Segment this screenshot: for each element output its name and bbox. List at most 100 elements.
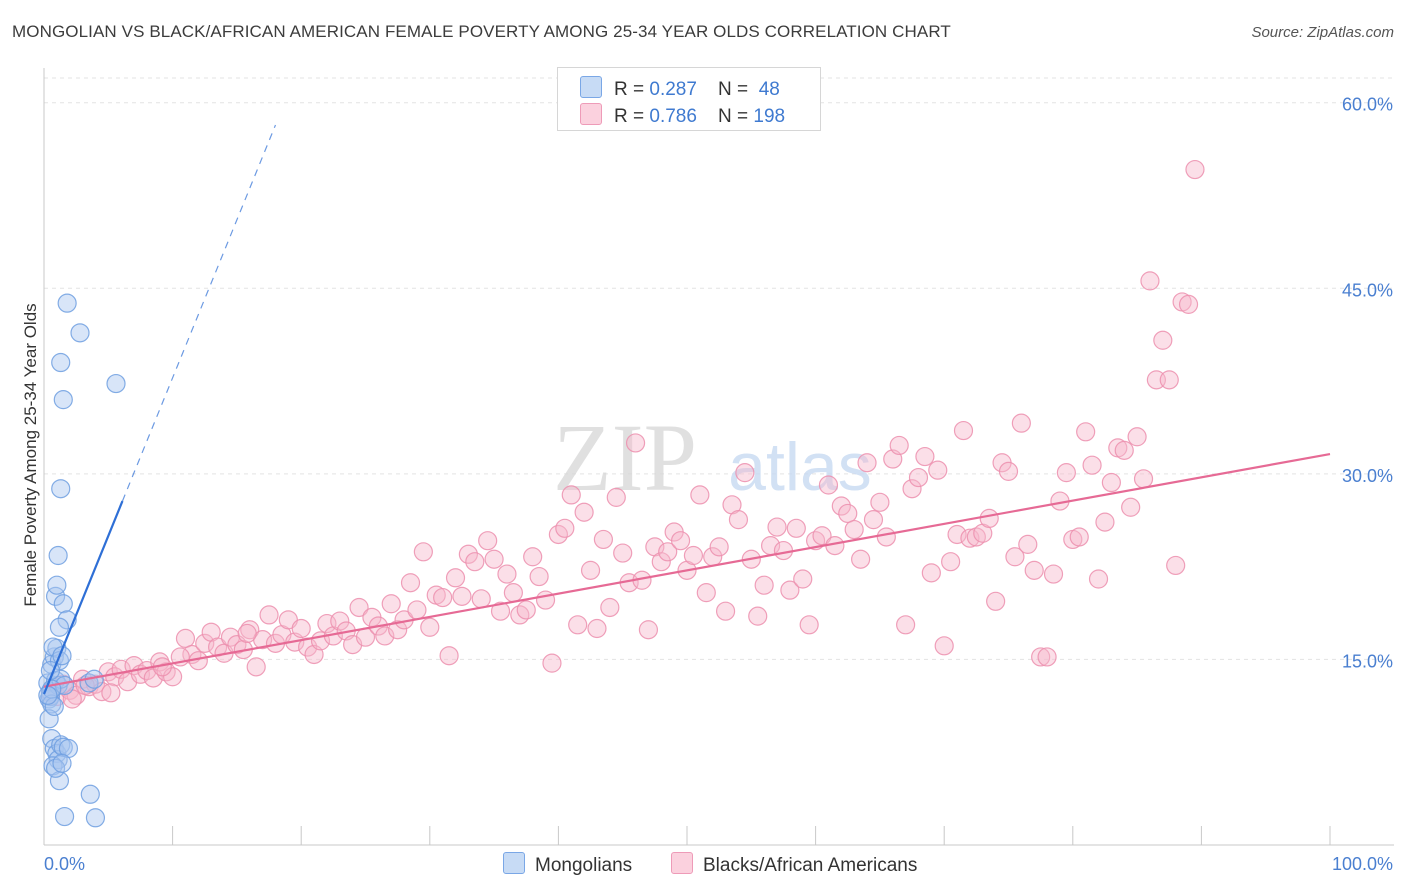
axes — [43, 68, 1394, 846]
point-blacks — [407, 600, 427, 620]
point-blacks — [921, 563, 941, 583]
point-blacks — [1114, 440, 1134, 460]
point-blacks — [1037, 647, 1057, 667]
point-blacks — [259, 605, 279, 625]
bottom-legend-label: Mongolians — [535, 855, 633, 876]
point-blacks — [831, 496, 851, 516]
point-blacks — [1082, 455, 1102, 475]
point-blacks — [1133, 469, 1154, 489]
point-blacks — [237, 623, 257, 644]
point-blacks — [773, 540, 794, 561]
point-blacks — [1178, 294, 1199, 314]
point-blacks — [490, 601, 511, 621]
point-blacks — [445, 568, 466, 588]
bottom-legend-label: Blacks/African Americans — [703, 855, 918, 876]
y-tick-label: 15.0% — [1342, 651, 1393, 671]
point-blacks — [600, 597, 620, 618]
point-blacks — [523, 547, 543, 567]
trend-line-mongolians-extension — [121, 124, 277, 502]
point-blacks — [388, 620, 408, 640]
point-blacks — [1005, 547, 1025, 567]
point-blacks — [613, 543, 633, 563]
point-blacks — [1159, 370, 1179, 390]
point-blacks — [175, 628, 196, 649]
y-tick-label: 60.0% — [1342, 95, 1393, 115]
point-blacks — [947, 524, 967, 545]
point-blacks — [1011, 413, 1031, 433]
point-blacks — [195, 633, 215, 653]
point-blacks — [400, 573, 421, 593]
point-mongolians — [45, 758, 66, 778]
point-blacks — [1088, 569, 1109, 589]
watermark-zip: ZIP — [553, 404, 697, 511]
point-blacks — [1095, 512, 1115, 532]
point-blacks — [439, 646, 459, 666]
point-blacks — [349, 597, 369, 618]
point-blacks — [561, 485, 581, 505]
point-blacks — [851, 549, 871, 569]
point-blacks — [1140, 271, 1160, 291]
point-mongolians — [39, 709, 59, 729]
point-blacks — [696, 583, 716, 603]
point-blacks — [593, 529, 614, 550]
point-blacks — [638, 620, 659, 640]
legend-swatch-blue — [580, 76, 602, 98]
point-blacks — [458, 544, 478, 564]
point-blacks — [780, 580, 800, 600]
point-mongolians — [54, 806, 75, 827]
chart-title: MONGOLIAN VS BLACK/AFRICAN AMERICAN FEMA… — [12, 22, 951, 41]
legend-r-label: R = — [614, 106, 650, 127]
point-blacks — [844, 519, 864, 540]
legend-r-label: R = — [614, 79, 650, 100]
point-blacks — [497, 564, 517, 584]
point-blacks — [870, 492, 890, 512]
point-blacks — [658, 542, 678, 562]
point-blacks — [1069, 527, 1089, 547]
point-blacks — [1076, 422, 1096, 442]
point-blacks — [902, 479, 922, 499]
point-blacks — [101, 683, 121, 703]
point-blacks — [799, 615, 819, 635]
point-blacks — [1166, 555, 1186, 576]
point-mongolians — [48, 545, 68, 566]
point-blacks — [568, 615, 588, 635]
point-blacks — [979, 508, 999, 529]
point-blacks — [915, 446, 935, 467]
point-blacks — [478, 531, 498, 551]
trend-line-mongolians — [42, 500, 124, 695]
x-tick-min: 0.0% — [44, 854, 85, 874]
point-blacks — [606, 487, 626, 507]
point-blacks — [246, 657, 266, 677]
point-blacks — [735, 463, 755, 483]
bottom-legend-swatch-pink — [671, 852, 693, 874]
point-blacks — [555, 518, 575, 538]
series-blacks-points — [40, 159, 1205, 709]
point-blacks — [998, 461, 1019, 481]
point-blacks — [1101, 472, 1121, 493]
y-tick-labels: 15.0% 30.0% 45.0% 60.0% — [1342, 95, 1393, 672]
point-blacks — [452, 586, 472, 606]
point-blacks — [420, 617, 440, 637]
legend-n-value: 198 — [753, 106, 786, 127]
point-blacks — [953, 420, 974, 441]
legend-row-blacks: R = 0.786 N = 198 — [580, 103, 785, 128]
point-blacks — [1056, 463, 1076, 483]
point-blacks — [960, 528, 980, 548]
point-mongolians — [47, 575, 67, 595]
point-blacks — [889, 435, 909, 456]
point-blacks — [863, 510, 884, 530]
series-mongolians-points — [38, 293, 126, 828]
point-blacks — [838, 503, 858, 524]
legend-swatch-pink — [580, 103, 602, 125]
point-blacks — [516, 600, 536, 620]
source-label: Source: ZipAtlas.com — [1251, 24, 1394, 41]
point-mongolians — [53, 390, 73, 410]
point-blacks — [754, 575, 774, 595]
bottom-legend-mongolians: Mongolians — [503, 852, 632, 877]
bottom-legend-blacks: Blacks/African Americans — [671, 852, 917, 877]
point-blacks — [1024, 560, 1044, 580]
point-blacks — [709, 537, 729, 557]
point-mongolians — [51, 479, 71, 499]
point-mongolians — [38, 685, 58, 705]
